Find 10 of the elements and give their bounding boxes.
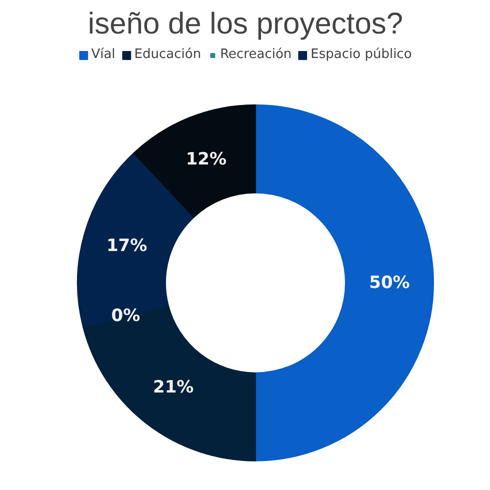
legend-label: Espacio público [310,47,412,62]
legend-label: Recreación [220,47,292,62]
data-label: 21% [153,378,194,398]
legend-label: Víal [91,47,116,62]
data-label: 50% [369,272,410,293]
data-label: 17% [106,236,148,256]
text: 0% [111,306,140,326]
data-label: 12% [186,150,227,170]
legend-label: Educación [134,47,202,62]
chart-title: iseño de los proyectos? [88,8,404,40]
